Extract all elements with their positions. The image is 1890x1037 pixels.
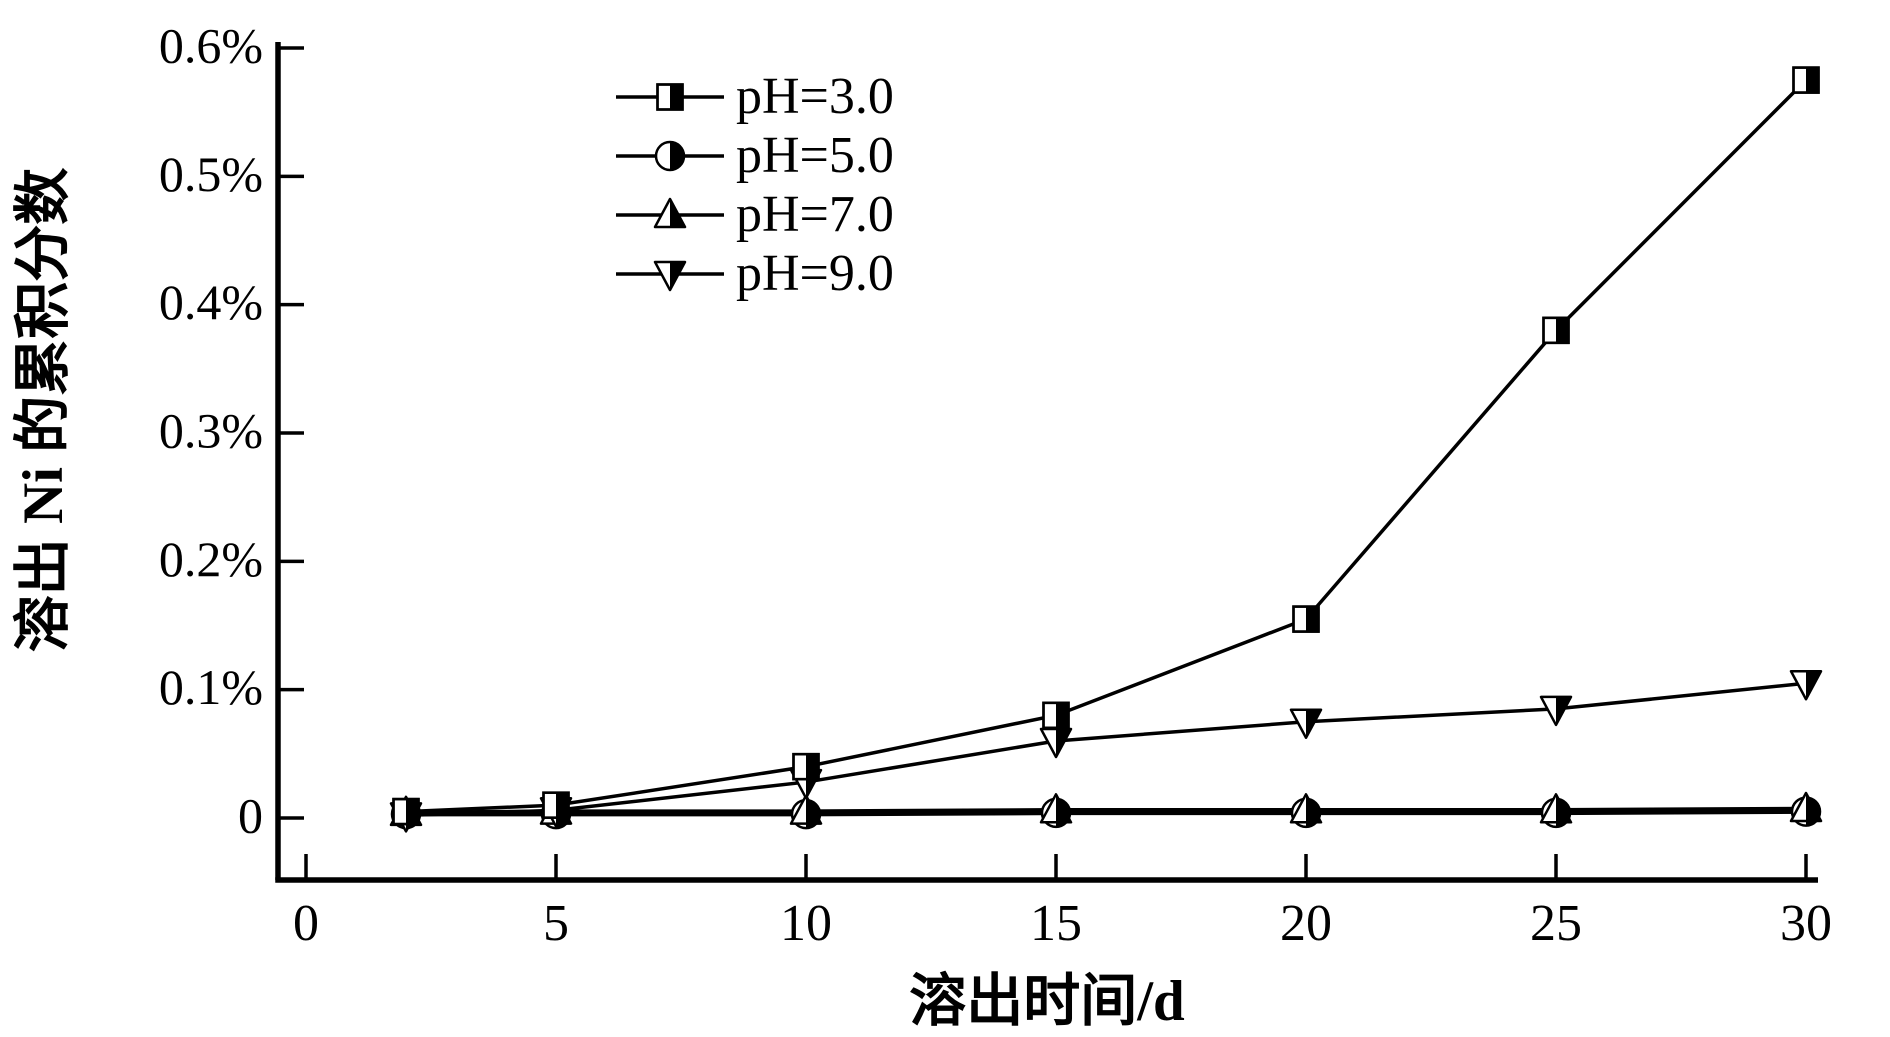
legend-label: pH=5.0 [736,127,894,184]
point-pH=7.0-d15-half-triangle-up-marker [1039,793,1073,824]
y-tick-label: 0.3% [159,402,263,458]
point-pH=3.0-d15-half-square-marker [1042,701,1070,730]
x-tick-label: 10 [780,895,832,952]
axes: 0 0.1% 0.2% 0.3% 0.4% 0.5% 0.6% 0 5 10 15 20 25 30 [159,17,1832,952]
series-markers [389,66,1823,833]
point-pH=7.0-d25-half-triangle-up-marker [1539,793,1573,824]
legend-entry-pH=5.0: pH=5.0 [616,127,894,184]
series-lines [405,78,1808,818]
y-tick-label: 0.5% [159,146,263,202]
legend-pH=3.0-half-square-marker [656,83,684,111]
point-pH=3.0-d30-half-square-marker [1792,66,1820,94]
legend-label: pH=3.0 [736,68,894,125]
legend-pH=9.0-half-triangle-down-marker [653,260,687,292]
x-tick-label: 0 [293,895,319,952]
y-tick-label: 0.6% [159,17,263,73]
x-tick-label: 20 [1280,895,1332,952]
x-tick-label: 15 [1030,895,1082,952]
point-pH=7.0-d30-half-triangle-up-marker [1789,791,1823,823]
point-pH=3.0-d5-half-square-marker [542,791,570,819]
legend-entry-pH=9.0: pH=9.0 [616,245,894,302]
y-tick-label: 0 [238,787,263,843]
point-pH=9.0-d15-half-triangle-down-marker [1039,727,1073,759]
series-line-pH=7.0 [405,806,1807,816]
legend-label: pH=9.0 [736,245,894,302]
legend-label: pH=7.0 [736,186,894,243]
point-pH=9.0-d30-half-triangle-down-marker [1789,670,1823,701]
point-pH=9.0-d20-half-triangle-down-marker [1289,708,1323,739]
y-axis-title: 溶出 Ni 的累积分数 [12,168,75,653]
point-pH=9.0-d25-half-triangle-down-marker [1539,695,1573,727]
point-pH=7.0-d10-half-triangle-up-marker [789,794,823,825]
point-pH=3.0-d2-half-square-marker [392,797,420,826]
legend-entry-pH=3.0: pH=3.0 [616,68,894,125]
x-tick-label: 30 [1780,895,1832,952]
y-tick-label: 0.4% [159,274,263,330]
legend: pH=3.0pH=5.0pH=7.0pH=9.0 [616,68,894,302]
series-line-pH=3.0 [405,78,1808,814]
y-tick-label: 0.2% [159,531,263,587]
point-pH=3.0-d10-half-square-marker [792,752,820,781]
x-axis-title: 溶出时间/d [909,970,1185,1033]
legend-pH=7.0-half-triangle-up-marker [653,197,687,229]
legend-pH=5.0-half-circle-marker [654,140,686,172]
y-tick-label: 0.1% [159,659,263,715]
point-pH=7.0-d20-half-triangle-up-marker [1289,793,1323,824]
point-pH=3.0-d20-half-square-marker [1292,605,1320,633]
x-tick-label: 25 [1530,895,1582,952]
legend-entry-pH=7.0: pH=7.0 [616,186,894,243]
point-pH=3.0-d25-half-square-marker [1542,316,1570,345]
x-tick-label: 5 [543,895,569,952]
